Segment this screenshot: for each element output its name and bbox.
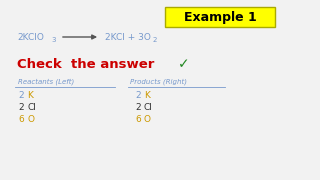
Text: Cl: Cl [144,103,153,112]
Text: Example 1: Example 1 [184,10,256,24]
Text: 3: 3 [51,37,55,43]
Text: Products (Right): Products (Right) [130,79,187,85]
Text: Check  the answer: Check the answer [17,57,154,71]
Text: 2: 2 [135,91,140,100]
Text: 2: 2 [153,37,157,43]
Text: Reactants (Left): Reactants (Left) [18,79,74,85]
Text: 6: 6 [135,116,141,125]
Text: O: O [144,116,151,125]
Text: ✓: ✓ [178,57,190,71]
Text: O: O [27,116,34,125]
Text: 6: 6 [18,116,24,125]
Text: 2: 2 [135,103,140,112]
Text: 2: 2 [18,103,24,112]
Text: K: K [27,91,33,100]
Text: 2: 2 [18,91,24,100]
Text: 2KClO: 2KClO [17,33,44,42]
Text: 2KCl + 3O: 2KCl + 3O [105,33,151,42]
Text: Cl: Cl [27,103,36,112]
Text: K: K [144,91,150,100]
FancyBboxPatch shape [165,7,275,27]
